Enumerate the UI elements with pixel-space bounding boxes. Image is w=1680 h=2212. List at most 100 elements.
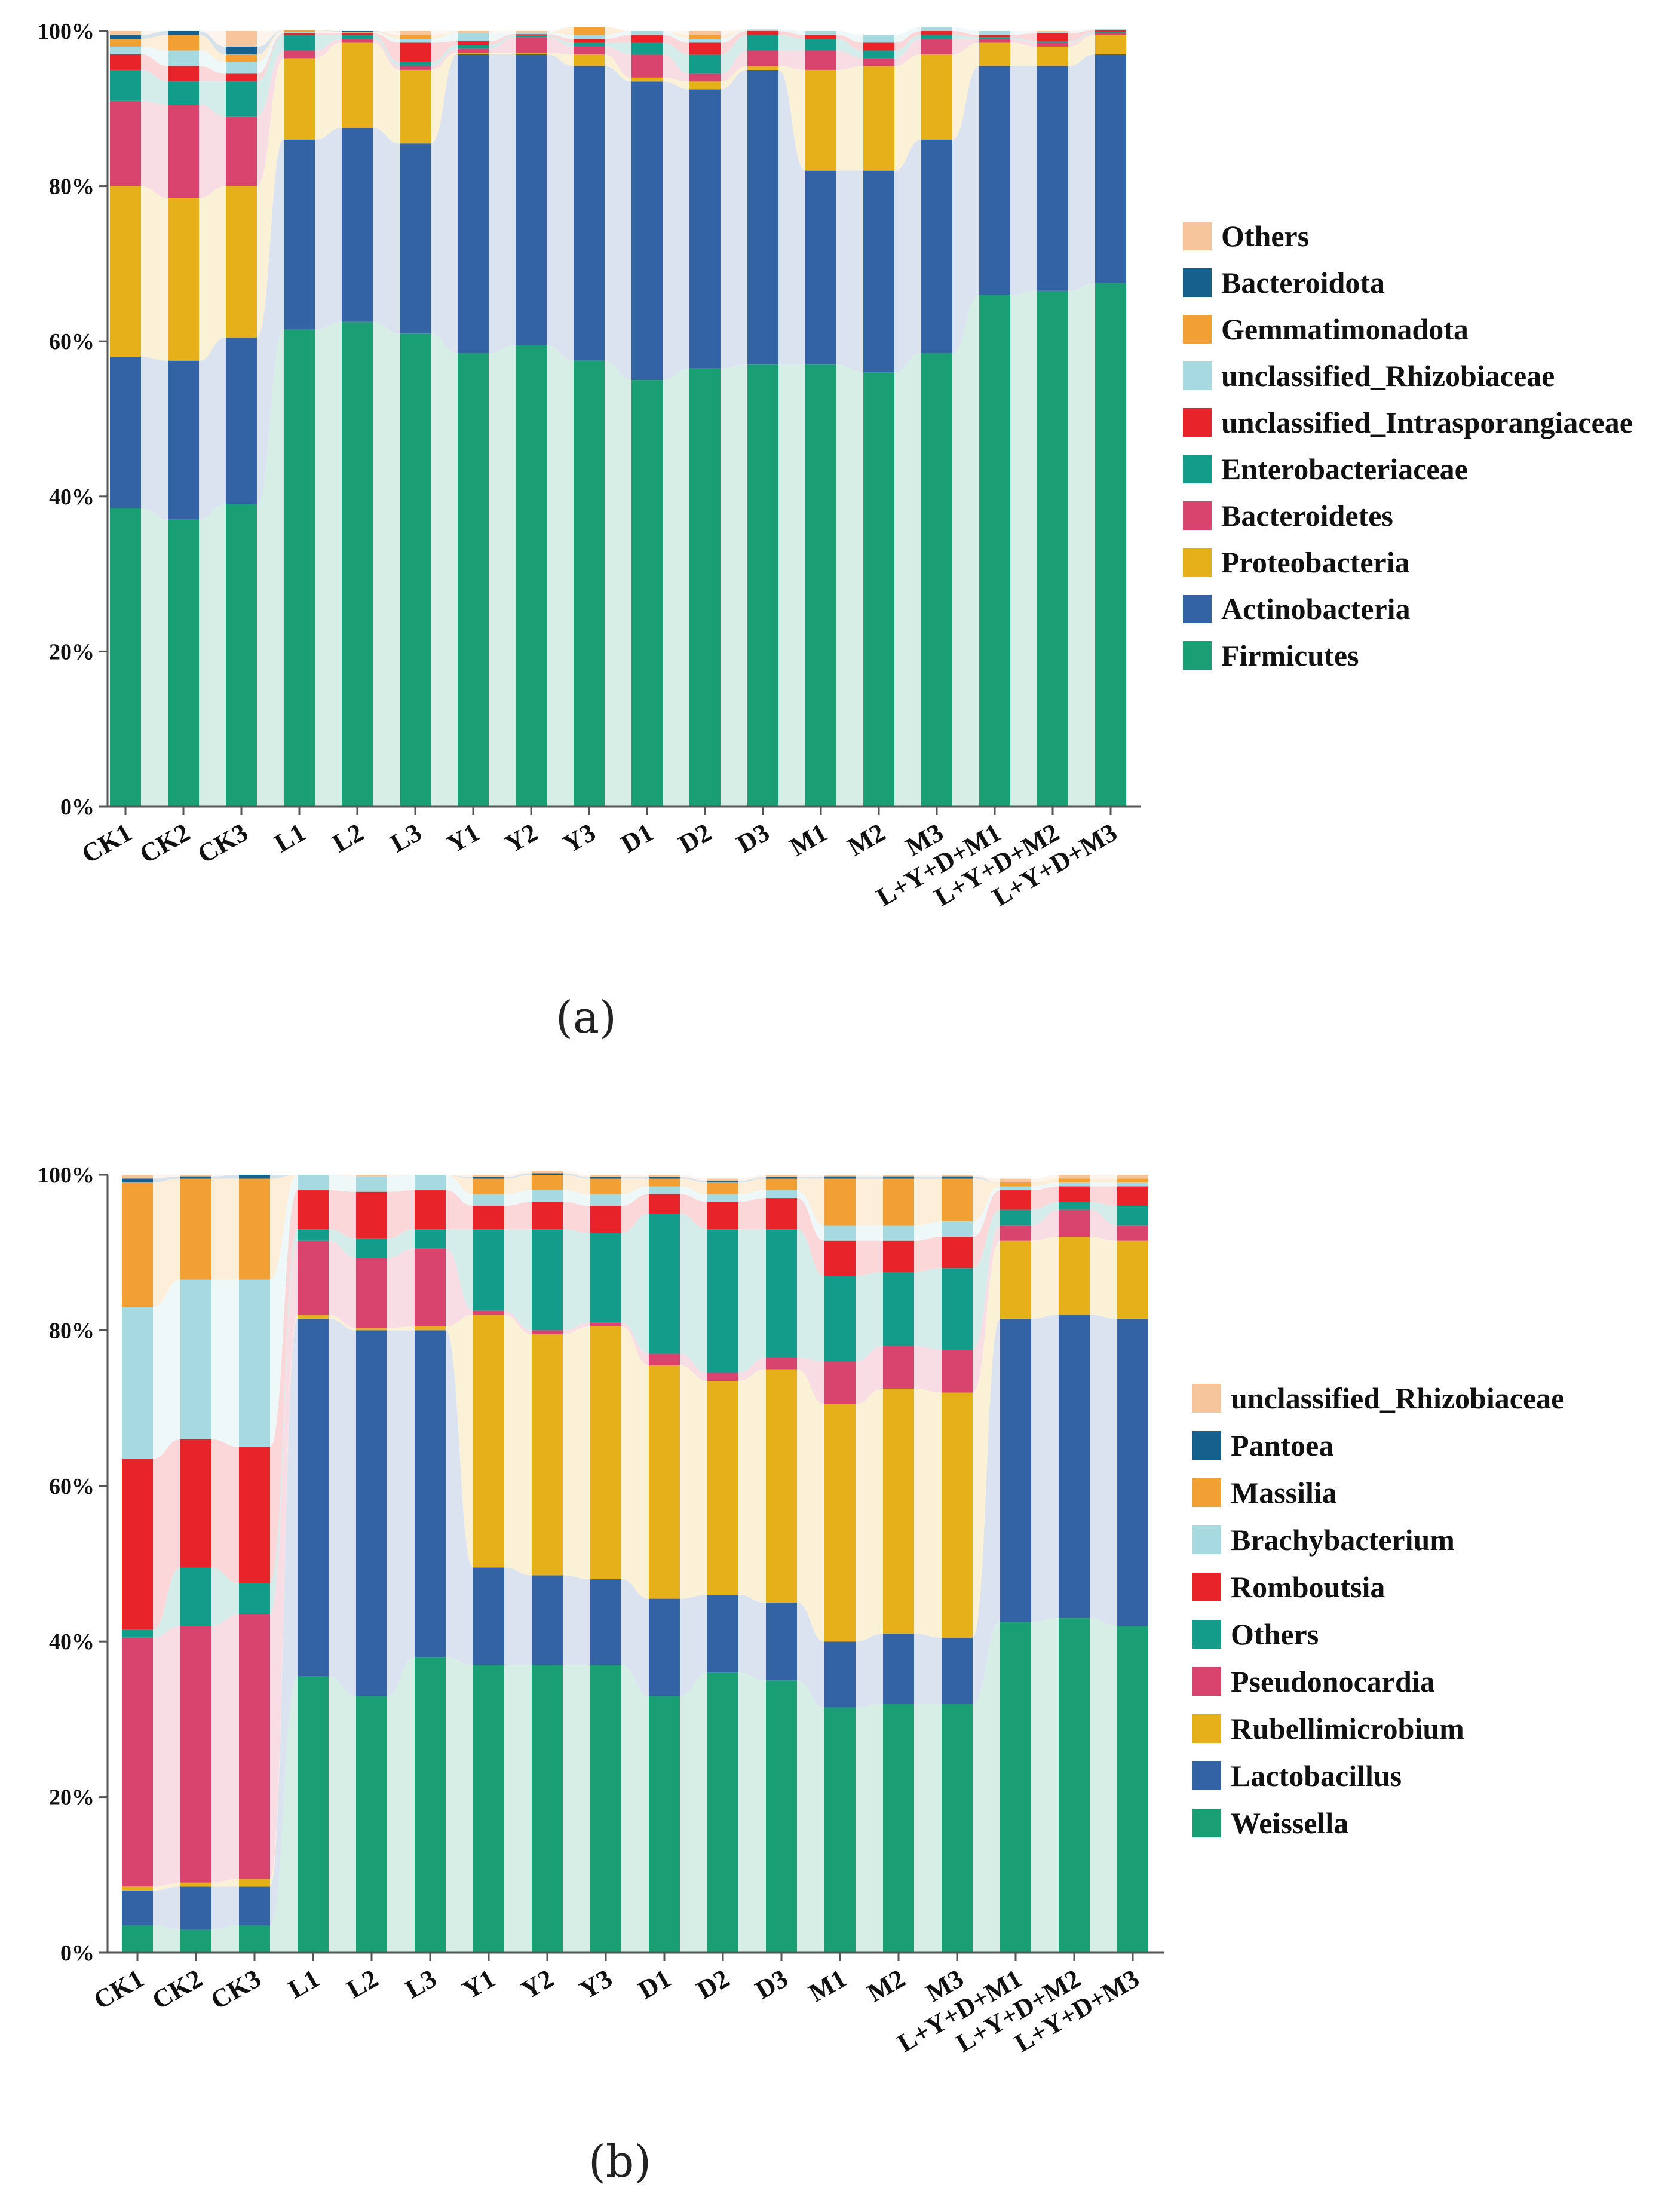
- flow-6-16: [1068, 29, 1095, 33]
- flow-5-6: [504, 1202, 532, 1230]
- flow-6-15: [1010, 31, 1037, 35]
- flow-2-5: [431, 53, 458, 144]
- flow-2-0: [141, 186, 168, 361]
- flow-0-1: [211, 1925, 239, 1953]
- legend-swatch-unclassified_Rhizobiaceae: [1183, 361, 1212, 390]
- bar-segment-L3-Brachybacterium: [415, 1175, 446, 1191]
- bar-segment-L1-Weissella: [298, 1676, 329, 1953]
- bar-segment-L1-Brachybacterium: [298, 1175, 329, 1191]
- flow-4-13: [894, 35, 921, 59]
- flow-4-5: [431, 45, 458, 66]
- bar-segment-M3-Proteobacteria: [921, 54, 952, 140]
- bar-segment-D2-Others: [707, 1229, 738, 1374]
- bar-segment-L+Y+D+M3-Rubellimicrobium: [1117, 1240, 1148, 1319]
- bar-segment-CK2-Rubellimicrobium: [180, 1882, 211, 1887]
- bar-segment-D3-unclassified_Rhizobiaceae: [766, 1175, 797, 1177]
- flow-5-0: [141, 54, 168, 82]
- flow-0-2: [270, 1676, 298, 1953]
- x-tick-label-CK1: CK1: [88, 1963, 149, 2015]
- bar-segment-CK2-Weissella: [180, 1929, 211, 1953]
- bar-segment-M3-Lactobacillus: [942, 1637, 973, 1704]
- bar-segment-M2-Brachybacterium: [883, 1225, 914, 1241]
- flow-7-1: [199, 35, 226, 62]
- flow-5-15: [1031, 1186, 1059, 1210]
- flow-1-6: [489, 54, 516, 353]
- x-tick-label-L2: L2: [327, 817, 369, 858]
- flow-6-9: [680, 1186, 707, 1202]
- bar-segment-CK3-Weissella: [239, 1925, 270, 1953]
- bar-segment-D1-Brachybacterium: [649, 1186, 680, 1194]
- flow-7-5: [431, 33, 458, 39]
- bar-segment-Y1-Massilia: [473, 1178, 504, 1194]
- bar-segment-Y3-unclassified_Intrasporangiaceae: [574, 38, 605, 43]
- bar-segment-L3-Romboutsia: [415, 1190, 446, 1230]
- bar-segment-L+Y+D+M3-unclassified_Rhizobiaceae: [1117, 1175, 1148, 1179]
- bar-segment-L+Y+D+M3-Proteobacteria: [1095, 35, 1126, 54]
- flow-4-4: [373, 35, 400, 66]
- bar-segment-D2-Gemmatimonadota: [689, 35, 721, 39]
- bar-segment-D1-Enterobacteriaceae: [631, 42, 663, 54]
- legend-swatch-unclassified_Intrasporangiaceae: [1183, 408, 1212, 437]
- flow-1-16: [1090, 1315, 1117, 1626]
- bar-segment-D1-Weissella: [649, 1696, 680, 1953]
- legend-swatch-Proteobacteria: [1183, 548, 1212, 577]
- legend-label-Bacteroidota: Bacteroidota: [1221, 266, 1385, 299]
- flow-2-14: [973, 1240, 1000, 1638]
- x-tick-label-Y1: Y1: [458, 1963, 500, 2005]
- flow-3-3: [329, 1240, 356, 1328]
- legend-swatch-Brachybacterium: [1192, 1525, 1221, 1554]
- flow-5-5: [446, 1190, 473, 1230]
- flow-5-12: [836, 35, 863, 51]
- y-tick-label: 0%: [60, 1941, 94, 1966]
- bar-segment-CK1-Firmicutes: [110, 508, 141, 807]
- bar-segment-L+Y+D+M3-Massilia: [1117, 1178, 1148, 1183]
- flow-4-15: [1031, 1202, 1059, 1226]
- bar-segment-M2-Others: [883, 1272, 914, 1346]
- flow-2-16: [1068, 35, 1095, 66]
- x-tick-label-L3: L3: [400, 1963, 442, 2004]
- bar-segment-CK1-unclassified_Rhizobiaceae: [122, 1175, 153, 1179]
- flow-0-16: [1090, 1618, 1117, 1953]
- legend-label-unclassified_Rhizobiaceae: unclassified_Rhizobiaceae: [1231, 1381, 1564, 1415]
- flow-5-14: [973, 1190, 1000, 1269]
- x-tick-label-Y1: Y1: [442, 817, 485, 859]
- flow-5-16: [1090, 1186, 1117, 1206]
- bar-segment-M2-Actinobacteria: [863, 170, 894, 373]
- flow-7-1: [211, 1178, 239, 1280]
- bar-segment-M1-Firmicutes: [805, 364, 836, 807]
- flow-7-5: [446, 1175, 473, 1194]
- bar-segment-M3-Rubellimicrobium: [942, 1392, 973, 1638]
- bar-segment-L+Y+D+M1-Weissella: [1000, 1622, 1031, 1953]
- flow-0-5: [446, 1657, 473, 1953]
- flow-8-1: [211, 1175, 239, 1179]
- bar-segment-L3-unclassified_Rhizobiaceae: [400, 38, 431, 43]
- bar-segment-Y3-Weissella: [590, 1665, 621, 1953]
- flow-0-1: [199, 504, 226, 807]
- bar-segment-L2-Brachybacterium: [356, 1176, 387, 1192]
- bar-segment-Y1-Others: [458, 31, 489, 33]
- x-tick-label-CK1: CK1: [76, 817, 137, 869]
- flow-6-14: [973, 1186, 1000, 1237]
- flow-9-7: [547, 27, 574, 33]
- bar-segment-Y3-Pantoea: [590, 1177, 621, 1179]
- flow-2-7: [547, 53, 574, 66]
- bar-segment-M1-Pantoea: [824, 1176, 856, 1179]
- flow-9-8: [621, 1175, 649, 1177]
- bar-segment-L1-Gemmatimonadota: [284, 30, 315, 32]
- bar-segment-Y3-unclassified_Rhizobiaceae: [574, 35, 605, 39]
- bar-segment-D3-Romboutsia: [766, 1198, 797, 1230]
- bar-segment-D3-Proteobacteria: [747, 66, 778, 70]
- flow-8-2: [257, 30, 284, 54]
- bar-segment-D3-Pseudonocardia: [766, 1357, 797, 1370]
- bar-segment-Y2-Others: [532, 1229, 563, 1331]
- flow-9-10: [738, 1175, 766, 1181]
- y-tick-label: 0%: [60, 795, 94, 820]
- flow-8-1: [199, 31, 226, 54]
- flow-0-8: [621, 1665, 649, 1953]
- flow-2-14: [952, 42, 979, 140]
- bar-segment-L3-Weissella: [415, 1657, 446, 1953]
- flow-3-4: [387, 1248, 415, 1328]
- flow-6-12: [856, 1225, 883, 1241]
- flow-7-4: [373, 32, 400, 39]
- bar-segment-CK2-Pseudonocardia: [180, 1626, 211, 1883]
